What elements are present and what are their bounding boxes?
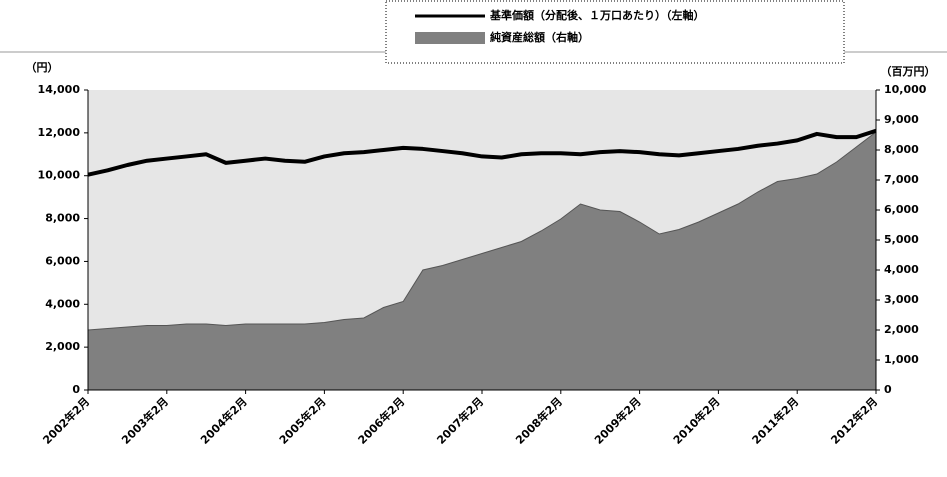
x-tick-label: 2002年2月 — [40, 394, 93, 447]
legend-label: 基準価額（分配後、１万口あたり）（左軸） — [489, 8, 705, 22]
x-tick-label: 2005年2月 — [276, 394, 329, 447]
y-tick-label: 0 — [72, 383, 80, 396]
y2-tick-label: 1,000 — [884, 353, 919, 366]
y-tick-label: 12,000 — [38, 126, 81, 139]
y2-tick-label: 3,000 — [884, 293, 919, 306]
x-tick-label: 2011年2月 — [749, 394, 802, 447]
y2-tick-label: 8,000 — [884, 143, 919, 156]
y2-tick-label: 10,000 — [884, 83, 927, 96]
legend-label: 純資産総額（右軸） — [490, 30, 589, 44]
y2-tick-label: 0 — [884, 383, 892, 396]
x-tick-label: 2006年2月 — [355, 394, 408, 447]
x-tick-label: 2009年2月 — [591, 394, 644, 447]
y-tick-label: 2,000 — [45, 340, 80, 353]
x-tick-label: 2010年2月 — [670, 394, 723, 447]
net-assets-area — [87, 130, 877, 391]
y2-tick-label: 9,000 — [884, 113, 919, 126]
y2-tick-label: 6,000 — [884, 203, 919, 216]
y-tick-label: 10,000 — [38, 169, 81, 182]
y-tick-label: 4,000 — [45, 297, 80, 310]
y2-unit: （百万円） — [881, 65, 936, 78]
x-tick-label: 2004年2月 — [197, 394, 250, 447]
x-tick-label: 2007年2月 — [434, 394, 487, 447]
y2-tick-label: 5,000 — [884, 233, 919, 246]
x-tick-label: 2008年2月 — [513, 394, 566, 447]
y-unit: （円） — [26, 61, 59, 74]
legend-swatch — [415, 32, 485, 44]
x-tick-label: 2012年2月 — [828, 394, 881, 447]
y2-tick-label: 4,000 — [884, 263, 919, 276]
y2-tick-label: 7,000 — [884, 173, 919, 186]
y-tick-label: 14,000 — [38, 83, 81, 96]
y2-tick-label: 2,000 — [884, 323, 919, 336]
nav-line — [87, 128, 877, 177]
y-tick-label: 8,000 — [45, 212, 80, 225]
y-tick-label: 6,000 — [45, 254, 80, 267]
x-tick-label: 2003年2月 — [119, 394, 172, 447]
